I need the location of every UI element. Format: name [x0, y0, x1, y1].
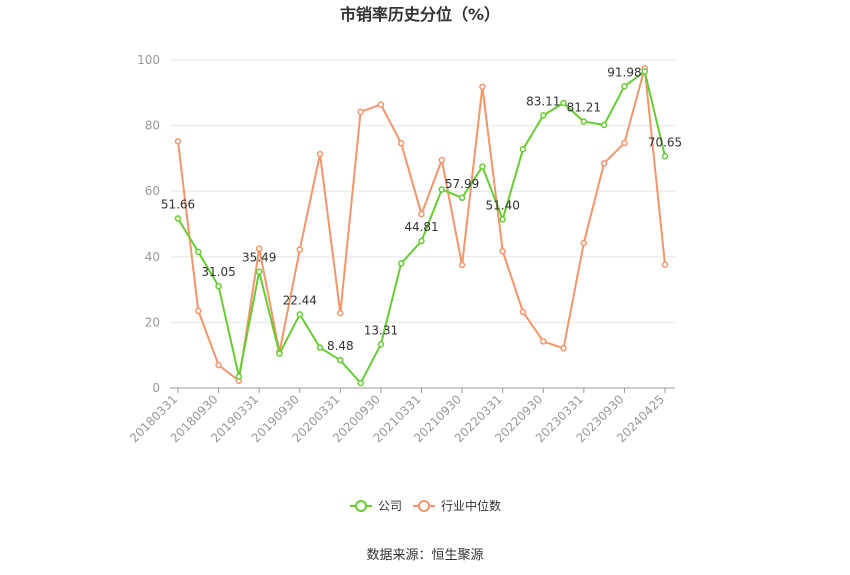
- data-point[interactable]: [195, 248, 202, 256]
- data-point[interactable]: [195, 307, 202, 315]
- data-point[interactable]: [418, 237, 425, 245]
- data-label: 91.98: [607, 65, 641, 79]
- data-label: 35.49: [242, 251, 276, 265]
- data-point[interactable]: [296, 311, 303, 318]
- y-tick-label: 0: [152, 381, 160, 395]
- legend-swatch-marker: [355, 500, 367, 512]
- data-label: 8.48: [327, 339, 354, 353]
- x-axis: 2018033120180930201903312019093020200331…: [127, 387, 675, 445]
- legend[interactable]: 公司 行业中位数: [350, 498, 501, 513]
- y-tick-label: 80: [145, 119, 160, 133]
- grid-lines: [170, 59, 675, 323]
- data-point[interactable]: [215, 282, 222, 290]
- data-label: 83.11: [526, 94, 560, 108]
- data-point[interactable]: [479, 163, 486, 170]
- data-point[interactable]: [418, 210, 425, 218]
- data-point[interactable]: [296, 246, 303, 253]
- data-point[interactable]: [438, 186, 446, 193]
- data-point[interactable]: [540, 338, 547, 345]
- legend-label: 公司: [378, 499, 402, 513]
- data-label: 51.66: [161, 198, 195, 212]
- data-point[interactable]: [316, 150, 324, 158]
- data-point[interactable]: [560, 345, 567, 352]
- data-point[interactable]: [580, 239, 588, 247]
- data-point[interactable]: [661, 261, 669, 268]
- legend-label: 行业中位数: [441, 498, 501, 513]
- y-tick-label: 20: [145, 315, 160, 329]
- data-point[interactable]: [600, 160, 608, 167]
- data-labels: 51.66 31.05 35.49 22.44 8.48 13.31 44.81 57.99 5…: [161, 65, 682, 353]
- data-point[interactable]: [337, 309, 344, 317]
- data-point[interactable]: [661, 153, 669, 160]
- data-point[interactable]: [357, 379, 364, 387]
- data-label: 44.81: [404, 220, 438, 234]
- y-tick-label: 60: [145, 184, 160, 198]
- data-point[interactable]: [215, 361, 222, 369]
- data-point[interactable]: [255, 268, 263, 275]
- data-point[interactable]: [377, 341, 385, 348]
- data-label: 81.21: [567, 101, 601, 115]
- data-point[interactable]: [560, 99, 567, 107]
- data-label: 22.44: [283, 293, 317, 307]
- data-point[interactable]: [235, 373, 243, 380]
- data-point[interactable]: [600, 121, 608, 129]
- data-point[interactable]: [174, 215, 182, 222]
- legend-item-0[interactable]: 公司: [350, 499, 402, 513]
- data-point[interactable]: [519, 308, 527, 316]
- data-point[interactable]: [397, 260, 405, 267]
- data-label: 31.05: [201, 265, 235, 279]
- data-point[interactable]: [458, 261, 466, 269]
- source-note: 数据来源：恒生聚源: [366, 548, 483, 563]
- data-point[interactable]: [174, 138, 182, 145]
- data-point[interactable]: [540, 112, 547, 119]
- data-point[interactable]: [519, 145, 527, 153]
- data-point[interactable]: [621, 83, 628, 90]
- series-layer: [174, 64, 669, 387]
- data-label: 13.31: [364, 323, 398, 337]
- chart-title: 市销率历史分位（%）: [340, 5, 500, 24]
- data-label: 57.99: [445, 177, 479, 191]
- data-point[interactable]: [255, 245, 263, 252]
- data-point[interactable]: [357, 108, 364, 116]
- data-point[interactable]: [580, 118, 588, 125]
- data-point[interactable]: [377, 101, 385, 108]
- data-point[interactable]: [438, 156, 446, 164]
- data-point[interactable]: [397, 140, 405, 147]
- data-point[interactable]: [458, 194, 466, 202]
- data-label: 70.65: [648, 135, 682, 149]
- data-point[interactable]: [479, 83, 486, 91]
- data-point[interactable]: [621, 139, 628, 147]
- data-point[interactable]: [316, 344, 324, 351]
- data-point[interactable]: [499, 216, 506, 223]
- data-point[interactable]: [276, 350, 283, 357]
- data-point[interactable]: [337, 356, 344, 364]
- legend-item-1[interactable]: 行业中位数: [413, 498, 501, 513]
- y-axis: 0 20 40 60 80 100: [137, 53, 160, 395]
- data-label: 51.40: [485, 198, 519, 212]
- y-tick-label: 40: [145, 250, 160, 264]
- legend-swatch-marker: [418, 500, 430, 512]
- data-point[interactable]: [641, 68, 648, 75]
- data-point[interactable]: [499, 247, 506, 255]
- y-tick-label: 100: [137, 53, 160, 67]
